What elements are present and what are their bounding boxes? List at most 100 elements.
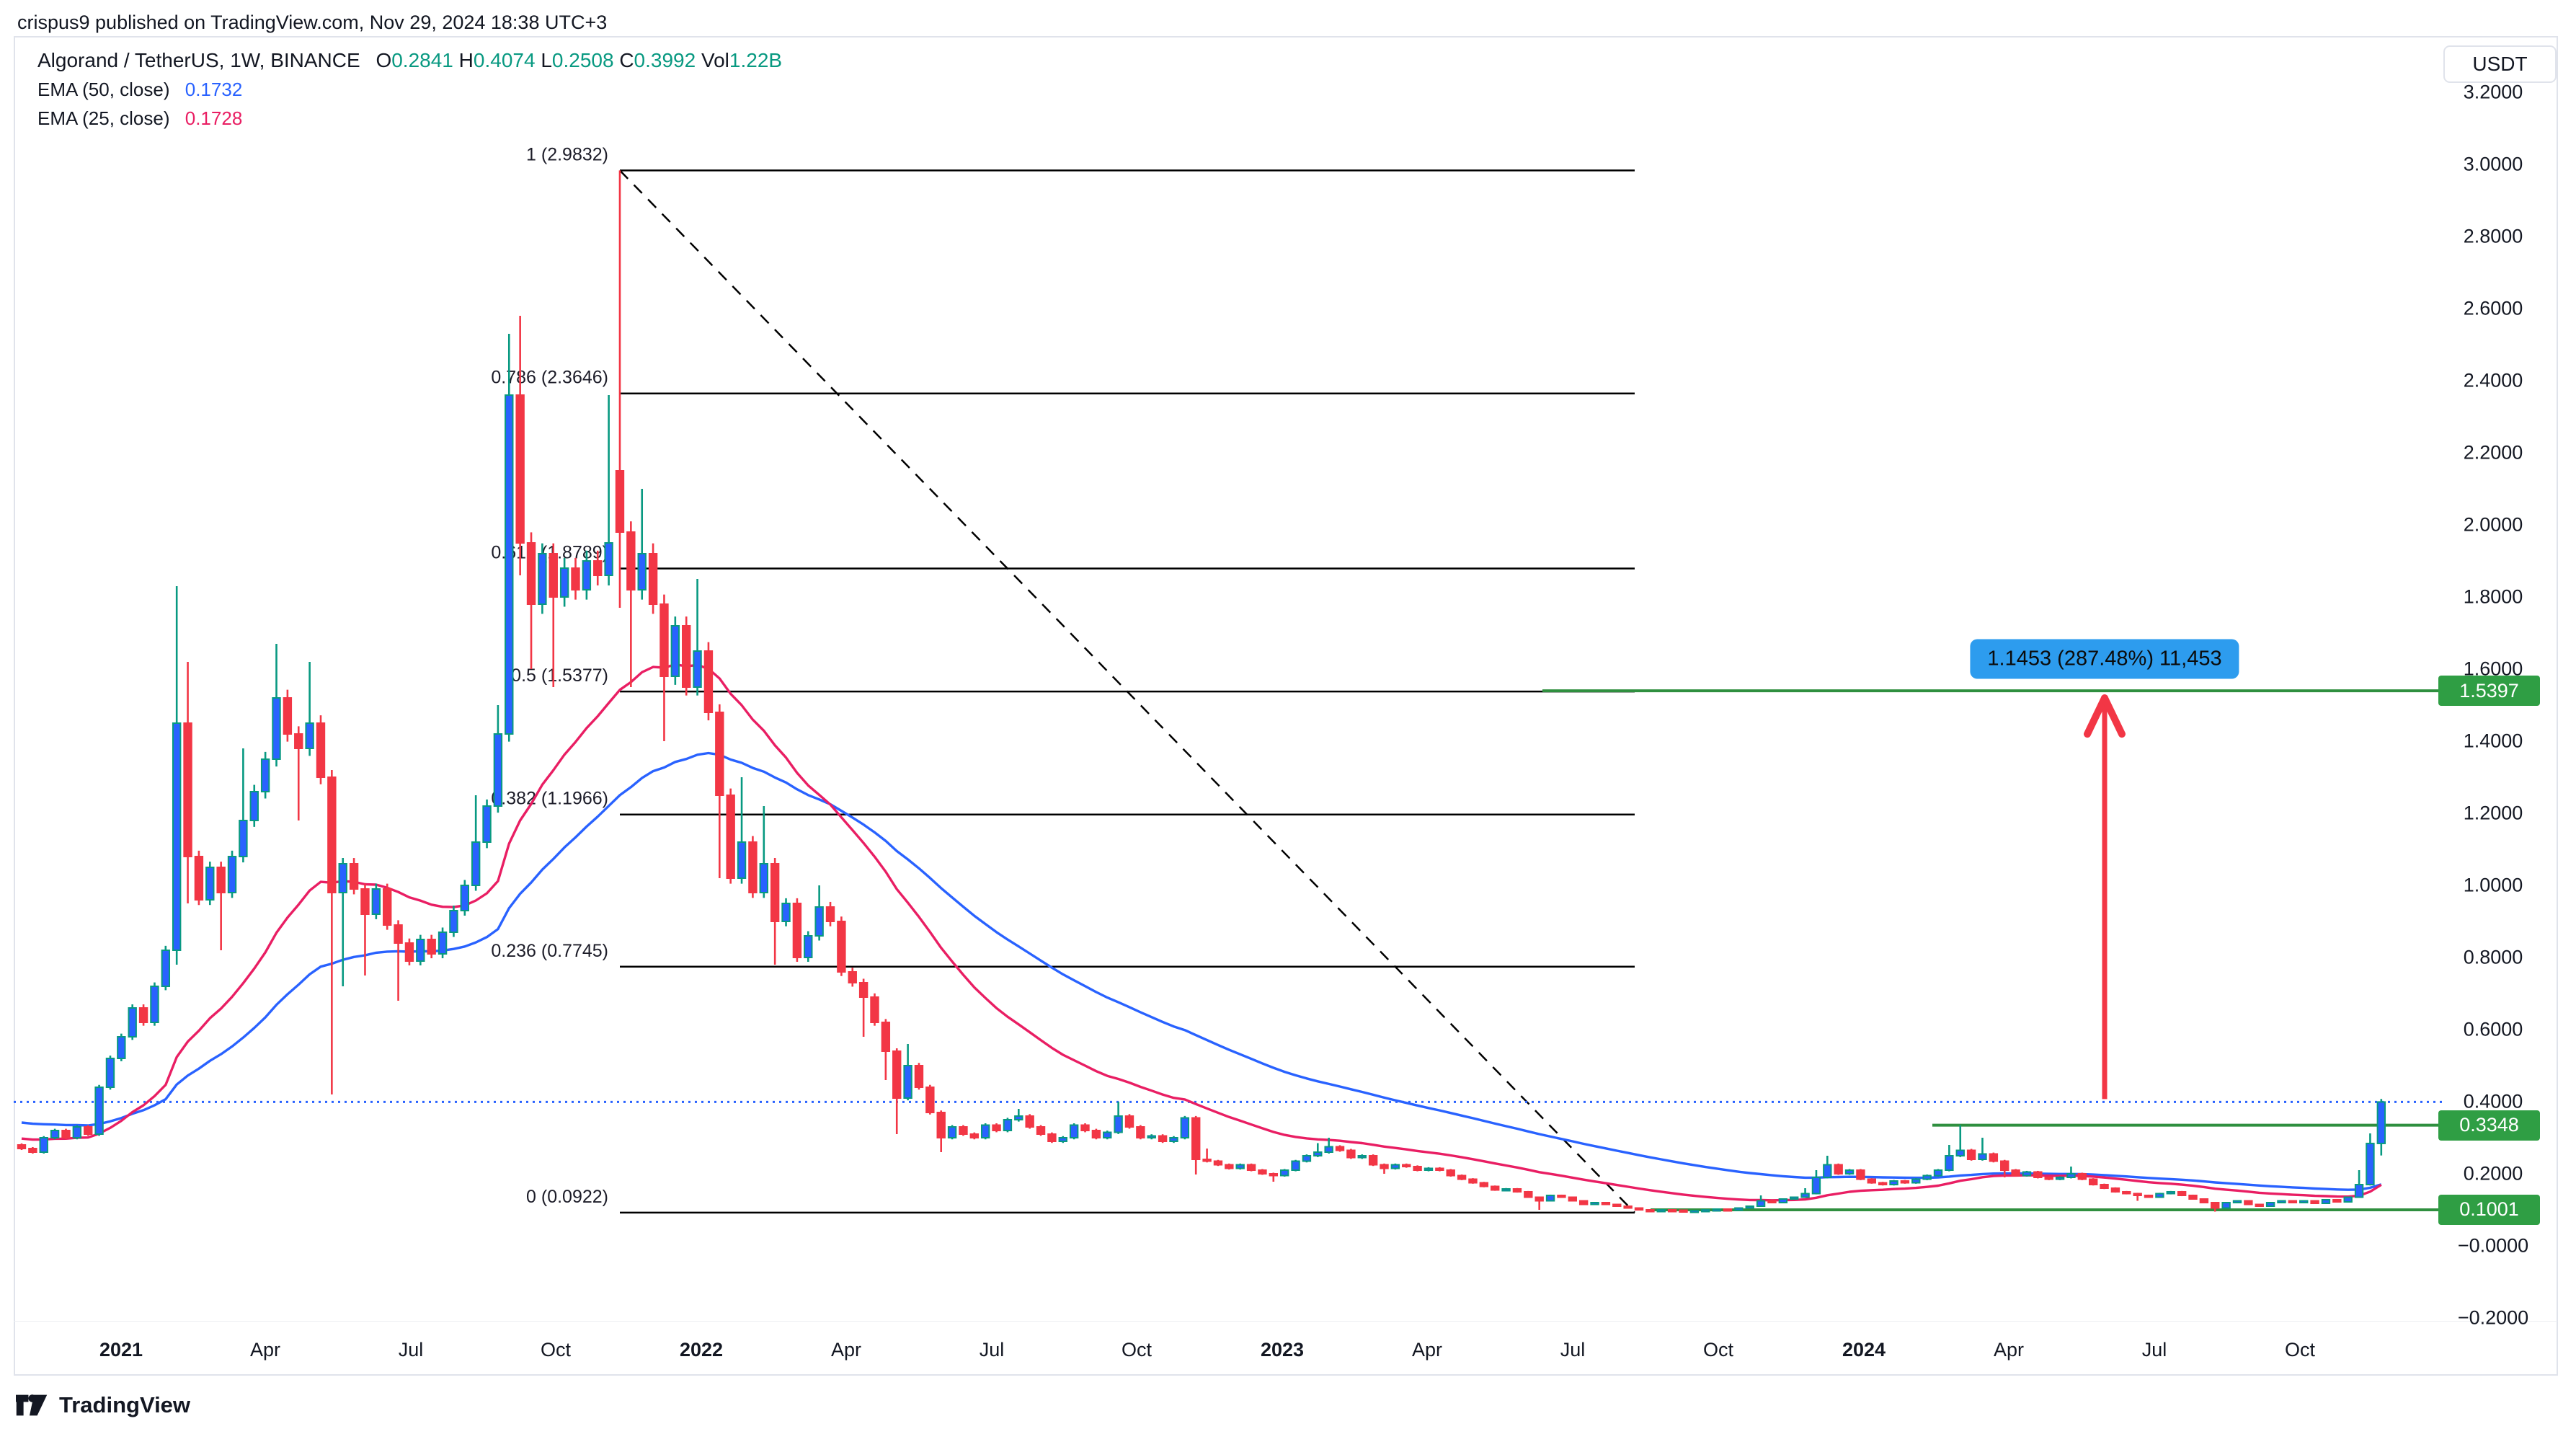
candle-body-up xyxy=(2155,1193,2164,1198)
time-tick-label: Apr xyxy=(830,1339,862,1361)
candle-body-up xyxy=(50,1130,60,1138)
dashed-trendline xyxy=(619,169,1635,1213)
time-tick-label: 2022 xyxy=(679,1339,724,1361)
candle-body-down xyxy=(1402,1164,1411,1167)
candle-body-up xyxy=(538,553,547,605)
fib-level-label: 0.5 (1.5377) xyxy=(511,665,608,686)
candle-body-down xyxy=(17,1144,27,1149)
candle-body-down xyxy=(2088,1178,2098,1185)
candle-body-down xyxy=(1966,1149,1976,1160)
candle-body-down xyxy=(28,1148,37,1153)
candle-body-down xyxy=(2000,1160,2009,1171)
candle-body-up xyxy=(338,863,347,893)
time-tick-label: 2021 xyxy=(99,1339,143,1361)
candle-body-down xyxy=(1568,1196,1578,1202)
candle-body-up xyxy=(438,932,448,955)
fib-level-label: 0 (0.0922) xyxy=(526,1187,608,1207)
chart-bottom-border xyxy=(14,1374,2557,1376)
candle-body-up xyxy=(1955,1149,1965,1156)
ema50-value: 0.1732 xyxy=(185,79,243,100)
price-tick-label: 2.6000 xyxy=(2463,297,2523,319)
measure-tool-label[interactable]: 1.1453 (287.48%) 11,453 xyxy=(1970,639,2239,679)
currency-toggle-button[interactable]: USDT xyxy=(2443,45,2557,83)
candle-body-down xyxy=(1091,1130,1101,1138)
measure-arrow-head xyxy=(2084,694,2108,738)
candle-body-up xyxy=(1302,1155,1312,1162)
time-tick-label: Oct xyxy=(1121,1339,1152,1361)
time-scale[interactable]: 2021 Apr Jul Oct 2022 Apr Jul Oct 2023 Apr Jul Oct 2… xyxy=(14,1322,2557,1376)
fib-level-label: 1 (2.9832) xyxy=(526,144,608,164)
candle-body-down xyxy=(1612,1203,1622,1207)
candle-body-down xyxy=(294,733,303,749)
candle-body-down xyxy=(870,996,879,1023)
candle-body-up xyxy=(980,1124,990,1138)
candle-body-up xyxy=(2232,1200,2242,1203)
chart-top-border xyxy=(14,36,2557,37)
candle-body-down xyxy=(1191,1117,1201,1160)
candle-body-down xyxy=(183,722,192,857)
candle-body-down xyxy=(1258,1169,1267,1174)
candle-body-up xyxy=(2321,1199,2331,1204)
candle-body-up xyxy=(249,791,259,821)
plot-axis-separator xyxy=(14,1321,2557,1322)
candle-body-up xyxy=(1180,1117,1190,1138)
candle-body-down xyxy=(1557,1195,1566,1198)
price-scale[interactable]: 3.2000 3.0000 2.8000 2.6000 2.4000 2.2000 2.00… xyxy=(2443,36,2557,1376)
candle-body-down xyxy=(858,982,869,998)
ema25-legend-row[interactable]: EMA (25, close) 0.1728 xyxy=(37,107,782,130)
candle-body-up xyxy=(2066,1173,2076,1178)
tradingview-attribution[interactable]: TradingView xyxy=(16,1389,190,1422)
candle-body-down xyxy=(2188,1195,2198,1200)
candle-body-down xyxy=(1435,1167,1444,1171)
symbol-legend-row[interactable]: Algorand / TetherUS, 1W, BINANCE O0.2841… xyxy=(37,49,782,72)
time-tick-label: Apr xyxy=(1993,1339,2025,1361)
candle-body-up xyxy=(1889,1180,1898,1185)
candle-body-down xyxy=(1446,1169,1455,1177)
candle-body-down xyxy=(770,863,780,922)
candle-body-up xyxy=(1058,1137,1067,1142)
candle-body-down xyxy=(748,841,758,893)
candle-body-down xyxy=(969,1133,980,1138)
candle-body-down xyxy=(1269,1173,1279,1177)
candle-body-down xyxy=(283,697,293,735)
candle-body-up xyxy=(781,903,791,922)
candle-body-down xyxy=(1025,1115,1034,1128)
candle-body-up xyxy=(1357,1155,1367,1159)
candle-body-up xyxy=(227,856,237,893)
candle-body-down xyxy=(2011,1169,2020,1177)
ohlc-key: O xyxy=(376,49,392,71)
measure-arrow-head xyxy=(2101,694,2126,738)
candle-body-down xyxy=(1413,1166,1422,1171)
candle-body-down xyxy=(825,906,835,922)
candle-body-up xyxy=(505,394,514,735)
ema50-legend-row[interactable]: EMA (50, close) 0.1732 xyxy=(37,79,782,101)
candle-body-down xyxy=(526,542,536,605)
price-tick-label: 1.8000 xyxy=(2463,585,2523,608)
candle-body-down xyxy=(1767,1200,1777,1203)
candle-body-down xyxy=(1878,1182,1888,1185)
volume-value: 1.22B xyxy=(729,49,783,71)
published-header: crispus9 published on TradingView.com, N… xyxy=(17,12,608,33)
candle-body-up xyxy=(449,910,458,933)
candle-body-up xyxy=(150,986,159,1023)
candle-body-down xyxy=(316,722,326,778)
candle-body-down xyxy=(1491,1185,1500,1191)
candle-body-down xyxy=(703,650,714,713)
candle-body-up xyxy=(2265,1202,2275,1207)
fib-level-label: 0.786 (2.3646) xyxy=(491,368,608,388)
candle-body-up xyxy=(2022,1171,2032,1177)
candle-body-up xyxy=(1545,1195,1555,1202)
candle-body-down xyxy=(1457,1174,1467,1180)
candle-body-down xyxy=(1623,1205,1633,1209)
candle-body-down xyxy=(1468,1178,1478,1184)
ema25-label: EMA (25, close) xyxy=(37,107,170,129)
candle-body-down xyxy=(1036,1126,1046,1135)
candle-body-up xyxy=(1279,1169,1289,1177)
candle-body-up xyxy=(2299,1200,2309,1203)
candle-body-down xyxy=(1578,1200,1589,1205)
candle-body-down xyxy=(1225,1164,1234,1169)
candle-body-up xyxy=(559,567,569,598)
candle-body-down xyxy=(138,1007,148,1023)
candle-body-up xyxy=(117,1036,126,1059)
